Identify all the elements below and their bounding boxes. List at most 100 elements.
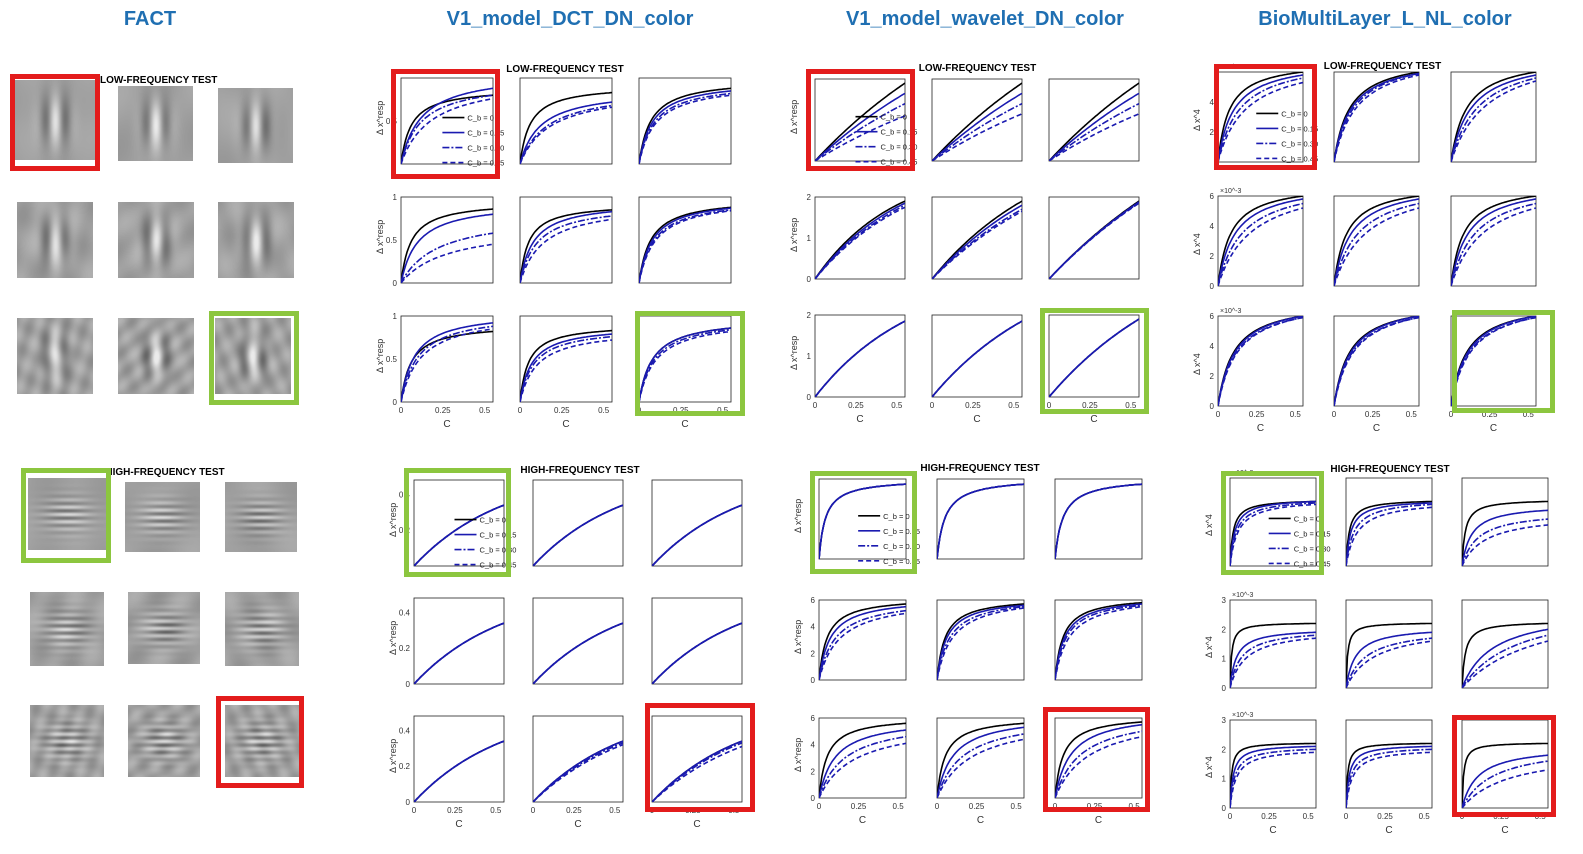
x-axis-label: C bbox=[1090, 414, 1097, 425]
stimulus-image bbox=[17, 318, 93, 394]
series-line bbox=[1055, 601, 1142, 680]
legend-label: C_b = 0 bbox=[883, 512, 909, 521]
chart-panel: 0 1 2 3 Δ x^4 ×10^-3 0 0.25 0.5 C bbox=[1204, 712, 1317, 836]
y-tick-label: 0 bbox=[807, 393, 812, 402]
series-line bbox=[401, 213, 493, 283]
stimulus-image bbox=[125, 482, 200, 552]
legend-label: C_b = 0 bbox=[1281, 109, 1307, 118]
series-line bbox=[652, 622, 742, 684]
y-tick-label: 4 bbox=[811, 741, 816, 750]
series-line bbox=[639, 209, 731, 283]
panel-frame bbox=[818, 478, 907, 560]
panel-frame bbox=[1345, 719, 1433, 809]
series-line bbox=[819, 722, 906, 798]
x-tick-label: 0 bbox=[817, 802, 822, 811]
series-line bbox=[1230, 637, 1316, 688]
y-multiplier-label: ×10^-3 bbox=[1232, 592, 1253, 599]
series-line bbox=[815, 102, 905, 161]
series-line bbox=[401, 94, 493, 164]
series-line bbox=[520, 101, 612, 164]
col-title-dct: V1_model_DCT_DN_color bbox=[446, 8, 694, 30]
series-line bbox=[1049, 92, 1139, 161]
panel-frame bbox=[1054, 599, 1143, 681]
chart-panel: 0 0.25 0.5C bbox=[531, 715, 624, 830]
y-tick-label: 2 bbox=[1222, 745, 1227, 754]
x-tick-label: 0 bbox=[1228, 812, 1233, 821]
dct-high-test-title: HIGH-FREQUENCY TEST bbox=[520, 465, 640, 476]
x-tick-label: 0.25 bbox=[1261, 812, 1277, 821]
series-line bbox=[819, 612, 906, 680]
series-line bbox=[819, 609, 906, 680]
series-line bbox=[1451, 198, 1536, 286]
series-line bbox=[937, 603, 1024, 680]
series-line bbox=[1049, 318, 1139, 397]
x-tick-label: 0.25 bbox=[1377, 812, 1393, 821]
series-line bbox=[932, 113, 1022, 161]
x-tick-label: 0.5 bbox=[609, 806, 621, 815]
y-tick-label: 4 bbox=[1210, 98, 1215, 107]
y-tick-label: 0 bbox=[811, 794, 816, 803]
stimulus-image bbox=[118, 318, 194, 394]
legend-label: C_b = 0 bbox=[1294, 514, 1320, 523]
panel-frame bbox=[931, 314, 1023, 398]
chart-panel: 0 2 4 6 Δ x^4 ×10^-3 0 0.25 0.5 C bbox=[1192, 308, 1304, 434]
panel-frame bbox=[1229, 719, 1317, 809]
chart-panel bbox=[931, 78, 1023, 162]
series-line bbox=[533, 622, 623, 684]
y-tick-label: 2 bbox=[807, 193, 812, 202]
x-tick-label: 0 bbox=[412, 806, 417, 815]
series-line bbox=[932, 102, 1022, 161]
x-axis-label: C bbox=[693, 819, 700, 830]
chart-panel: 0 0.25 0.5C bbox=[1053, 717, 1143, 826]
legend-label: C_b = 0.15 bbox=[881, 128, 918, 137]
y-tick-label: 1 bbox=[393, 312, 398, 321]
series-line bbox=[1451, 196, 1536, 286]
y-tick-label: 0.4 bbox=[399, 608, 411, 617]
x-tick-label: 0.5 bbox=[1535, 812, 1547, 821]
x-axis-label: C bbox=[455, 819, 462, 830]
series-line bbox=[815, 206, 905, 279]
series-line bbox=[414, 622, 504, 684]
series-line bbox=[533, 743, 623, 802]
x-tick-label: 0.5 bbox=[490, 806, 502, 815]
chart-panel: Δ x^resp C_b = 0 C_b = 0.15 C_b = 0.30 C_b =… bbox=[793, 478, 920, 566]
chart-panel bbox=[1054, 599, 1143, 681]
legend-label: C_b = 0.30 bbox=[467, 144, 504, 153]
series-line bbox=[1334, 202, 1419, 286]
series-line bbox=[1055, 605, 1142, 680]
x-tick-label: 0.5 bbox=[1008, 401, 1020, 410]
panel-frame bbox=[1054, 478, 1143, 560]
chart-panel: 0 0.2 0.4Δ x^resp 0 0.25 0.5 C bbox=[388, 715, 505, 830]
series-line bbox=[414, 740, 504, 802]
y-tick-label: 0 bbox=[1210, 282, 1215, 291]
chart-panel: 0 0.25 0.5C bbox=[650, 715, 743, 830]
x-tick-label: 0.5 bbox=[893, 802, 905, 811]
series-line bbox=[1230, 500, 1316, 566]
col-title-fact: FACT bbox=[123, 8, 177, 30]
x-tick-label: 0.25 bbox=[1082, 401, 1098, 410]
chart-panel: 0 0.5 1 Δ x^resp 0 0.25 0.5 C bbox=[375, 312, 494, 430]
chart-panel bbox=[638, 77, 732, 165]
series-line bbox=[937, 726, 1024, 798]
series-line bbox=[1346, 503, 1432, 566]
series-line bbox=[520, 210, 612, 283]
panel-frame bbox=[1345, 477, 1433, 567]
series-line bbox=[1055, 721, 1142, 798]
series-line bbox=[815, 115, 905, 161]
series-line bbox=[652, 742, 742, 802]
y-tick-label: 0 bbox=[1222, 684, 1227, 693]
series-line bbox=[1055, 483, 1142, 559]
y-tick-label: 0 bbox=[807, 275, 812, 284]
y-tick-label: 3 bbox=[1222, 596, 1227, 605]
stimulus-image bbox=[17, 202, 93, 278]
series-line bbox=[819, 742, 906, 798]
x-tick-label: 0.25 bbox=[566, 806, 582, 815]
stimulus-image bbox=[225, 482, 297, 552]
y-tick-label: 6 bbox=[1210, 192, 1215, 201]
chart-panel bbox=[638, 196, 732, 284]
y-tick-label: 0 bbox=[1222, 804, 1227, 813]
bio-low-test-title: LOW-FREQUENCY TEST bbox=[1323, 61, 1442, 72]
